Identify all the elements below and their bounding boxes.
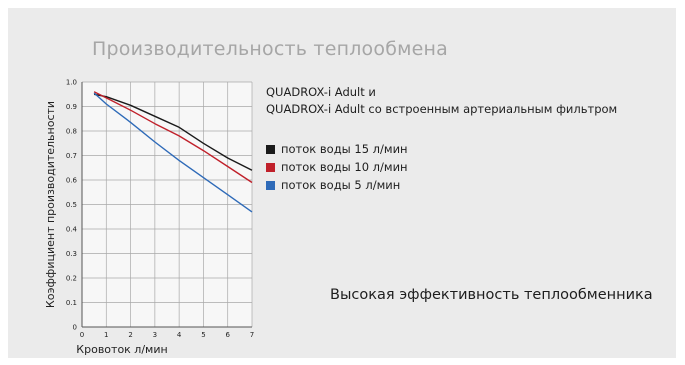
x-tick-label: 4 (177, 331, 182, 339)
legend-swatch (266, 144, 275, 154)
y-tick-label: 0.1 (66, 299, 77, 307)
y-axis-title: Коэффициент производительности (44, 101, 57, 308)
y-tick-label: 0.8 (66, 128, 77, 136)
legend-label: поток воды 15 л/мин (281, 142, 408, 156)
page-title: Производительность теплообмена (92, 38, 449, 60)
series-line (93, 92, 253, 213)
y-tick-label: 0.7 (66, 152, 77, 160)
legend-label: поток воды 5 л/мин (281, 178, 401, 192)
x-tick-label: 0 (80, 331, 84, 339)
product-description: QUADROX-i Adult и QUADROX-i Adult со вст… (266, 84, 617, 118)
y-tick-label: 1.0 (66, 79, 77, 87)
x-tick-label: 2 (128, 331, 132, 339)
x-tick-label: 5 (201, 331, 205, 339)
legend-item: поток воды 10 л/мин (266, 158, 408, 176)
y-tick-label: 0.2 (66, 275, 77, 283)
y-tick-label: 0.4 (66, 226, 78, 234)
series-line (93, 93, 253, 171)
product-line-2: QUADROX-i Adult со встроенным артериальн… (266, 102, 618, 116)
y-tick-label: 0.9 (66, 103, 77, 111)
x-tick-label: 6 (225, 331, 230, 339)
x-tick-label: 1 (104, 331, 108, 339)
slide-panel: Производительность теплообмена 0 0.1 0.2 0.… (8, 8, 676, 358)
y-tick-label: 0.6 (66, 177, 78, 185)
legend-item: поток воды 5 л/мин (266, 176, 408, 194)
x-axis-title: Кровоток л/мин (76, 343, 167, 356)
y-tick-label: 0.5 (66, 201, 77, 209)
series-line (93, 91, 253, 184)
legend-swatch (266, 180, 275, 190)
chart: 0 0.1 0.2 0.3 0.4 0.5 0.6 0.7 0.8 0.9 1.0 0 1 2 3 4 5 6 7 К… (44, 79, 254, 357)
y-tick-label: 0.3 (66, 250, 77, 258)
x-tick-label: 7 (250, 331, 254, 339)
legend-swatch (266, 162, 275, 172)
legend-label: поток воды 10 л/мин (281, 160, 408, 174)
legend-item: поток воды 15 л/мин (266, 140, 408, 158)
tagline: Высокая эффективность теплообменника (330, 287, 653, 303)
product-line-1: QUADROX-i Adult и (266, 85, 376, 99)
y-tick-label: 0 (73, 324, 77, 332)
x-tick-label: 3 (153, 331, 157, 339)
legend: поток воды 15 л/мин поток воды 10 л/мин по… (266, 140, 408, 194)
